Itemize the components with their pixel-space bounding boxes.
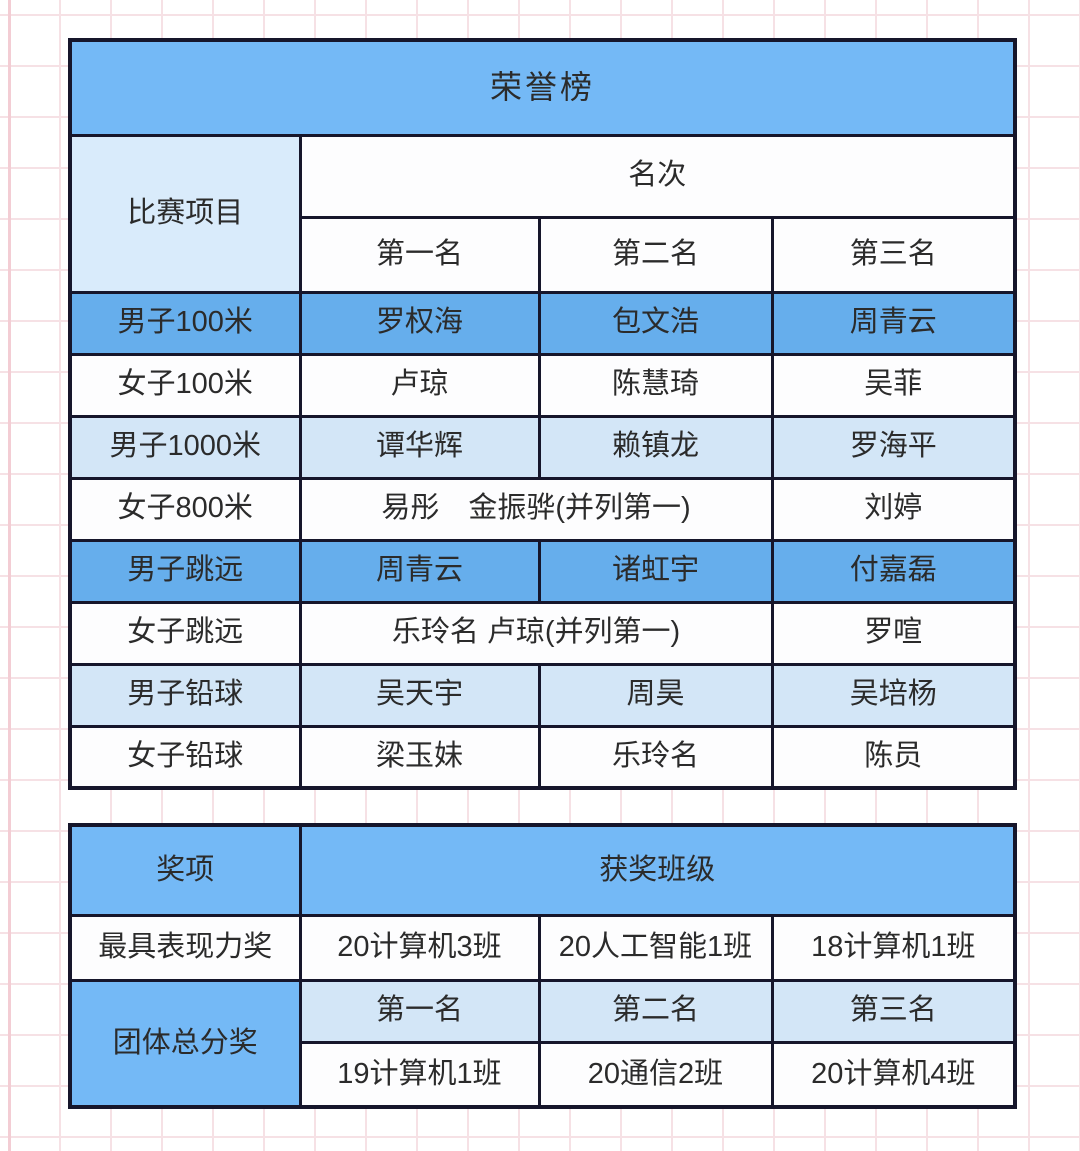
table-row: 比赛项目 名次 (68, 133, 1017, 294)
event-label: 女子800米 (68, 476, 302, 542)
winner-name: 吴菲 (770, 352, 1017, 418)
third-place-header: 第三名 (770, 978, 1017, 1044)
winner-name: 陈慧琦 (537, 352, 774, 418)
award-label: 最具表现力奖 (68, 913, 302, 982)
honor-table-title: 荣誉榜 (68, 38, 1017, 137)
winner-name: 刘婷 (770, 476, 1017, 542)
award-table: 奖项 获奖班级 最具表现力奖 20计算机3班 20人工智能1班 18计算机1班 团体总分奖第… (68, 823, 1018, 1109)
table-row: 女子800米 易彤 金振骅(并列第一) 刘婷 (68, 476, 1017, 542)
winner-name: 周昊 (537, 662, 774, 728)
table-row: 最具表现力奖 20计算机3班 20人工智能1班 18计算机1班 (68, 913, 1017, 982)
rank-group-header: 名次 (298, 133, 1017, 219)
event-label: 男子1000米 (68, 414, 302, 480)
event-label: 女子100米 (68, 352, 302, 418)
table-row: 男子100米 罗权海 包文浩 周青云 (68, 290, 1017, 356)
table-row: 团体总分奖 第一名 第二名 第三名 (68, 978, 1017, 1109)
winner-name: 罗权海 (298, 290, 541, 356)
table-row: 男子跳远 周青云 诸虹宇 付嘉磊 (68, 538, 1017, 604)
event-label: 女子跳远 (68, 600, 302, 666)
winner-name: 谭华辉 (298, 414, 541, 480)
table-row: 男子铅球 吴天宇 周昊 吴培杨 (68, 662, 1017, 728)
event-column-header: 比赛项目 (68, 133, 302, 294)
winner-name: 周青云 (770, 290, 1017, 356)
award-label: 团体总分奖 (68, 978, 302, 1109)
event-label: 男子跳远 (68, 538, 302, 604)
winner-name: 周青云 (298, 538, 541, 604)
winner-name: 陈员 (770, 724, 1017, 790)
winner-name: 罗海平 (770, 414, 1017, 480)
event-label: 男子100米 (68, 290, 302, 356)
winner-name: 赖镇龙 (537, 414, 774, 480)
winner-name: 诸虹宇 (537, 538, 774, 604)
winner-name: 乐玲名 (537, 724, 774, 790)
class-name: 20人工智能1班 (537, 913, 774, 982)
class-name: 20计算机3班 (298, 913, 541, 982)
table-row: 女子铅球 梁玉妹 乐玲名 陈员 (68, 724, 1017, 790)
table-row: 19计算机1班 20通信2班 20计算机4班 (70, 1040, 1017, 1109)
first-place-header: 第一名 (298, 215, 541, 294)
winner-name: 付嘉磊 (770, 538, 1017, 604)
winner-name: 罗喧 (770, 600, 1017, 666)
table-row: 女子100米 卢琼 陈慧琦 吴菲 (68, 352, 1017, 418)
winner-name: 卢琼 (298, 352, 541, 418)
table-row: 女子跳远 乐玲名 卢琼(并列第一) 罗喧 (68, 600, 1017, 666)
winner-name: 包文浩 (537, 290, 774, 356)
class-name: 19计算机1班 (298, 1040, 541, 1109)
winner-name: 吴天宇 (298, 662, 541, 728)
honor-roll-table: 荣誉榜 比赛项目 名次 第一名 第二名 第三名 男子100米 罗权海 包文浩 周青云 女子100米卢… (68, 38, 1018, 790)
winner-name: 吴培杨 (770, 662, 1017, 728)
table-row: 男子1000米 谭华辉 赖镇龙 罗海平 (68, 414, 1017, 480)
event-label: 女子铅球 (68, 724, 302, 790)
winning-class-header: 获奖班级 (298, 823, 1017, 917)
second-place-header: 第二名 (537, 978, 774, 1044)
event-label: 男子铅球 (68, 662, 302, 728)
winner-name: 乐玲名 卢琼(并列第一) (298, 600, 774, 666)
grid-accent-line (8, 0, 11, 1151)
table-row: 荣誉榜 (68, 38, 1017, 137)
class-name: 20通信2班 (537, 1040, 774, 1109)
first-place-header: 第一名 (298, 978, 541, 1044)
table-row: 奖项 获奖班级 (68, 823, 1017, 917)
award-column-header: 奖项 (68, 823, 302, 917)
class-name: 18计算机1班 (770, 913, 1017, 982)
class-name: 20计算机4班 (770, 1040, 1017, 1109)
third-place-header: 第三名 (770, 215, 1017, 294)
table-row: 第一名 第二名 第三名 (70, 215, 1017, 294)
winner-name: 易彤 金振骅(并列第一) (298, 476, 774, 542)
winner-name: 梁玉妹 (298, 724, 541, 790)
second-place-header: 第二名 (537, 215, 774, 294)
